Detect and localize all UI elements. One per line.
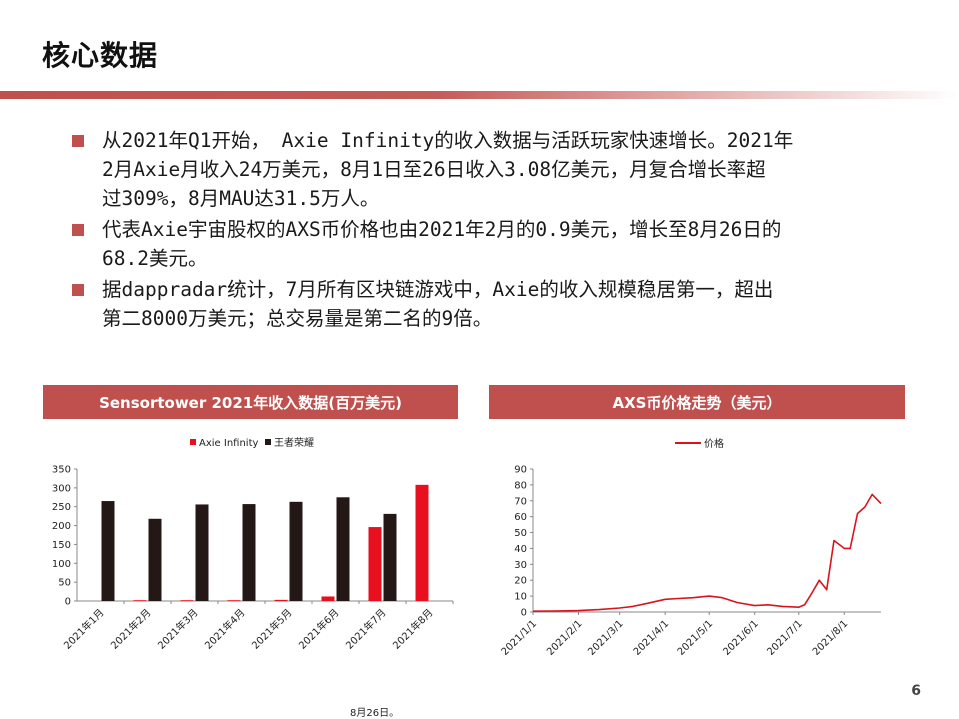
y-tick-label: 30 <box>514 560 527 571</box>
x-tick-label: 2021/4/1 <box>632 618 672 658</box>
bar-chart-header: Sensortower 2021年收入数据(百万美元) <box>43 385 458 419</box>
bullet-line: 过309%，8月MAU达31.5万人。 <box>102 187 380 210</box>
bullet-line: 据dappradar统计，7月所有区块链游戏中，Axie的收入规模稳居第一，超出 <box>102 278 774 301</box>
bullet-line: 从2021年Q1开始， Axie Infinity的收入数据与活跃玩家快速增长。… <box>102 129 794 152</box>
y-tick-label: 40 <box>514 544 527 555</box>
legend-label: Axie Infinity <box>199 438 258 449</box>
x-tick-label: 2021年8月 <box>390 606 436 652</box>
bullet-marker <box>72 224 84 236</box>
bar-chart: Axie Infinity 王者荣耀 0 50 100 150 200 250 300 350 20… <box>52 437 454 652</box>
bar-axie <box>133 600 147 601</box>
x-tick-label: 2021年4月 <box>202 606 248 652</box>
y-tick-label: 80 <box>514 480 527 491</box>
bullet-item: 从2021年Q1开始， Axie Infinity的收入数据与活跃玩家快速增长。… <box>72 126 902 213</box>
x-tick-label: 2021/6/1 <box>721 618 761 658</box>
y-tick-label: 20 <box>514 576 527 587</box>
chart-legend: Axie Infinity 王者荣耀 <box>190 437 314 449</box>
page-title: 核心数据 <box>42 39 159 72</box>
x-tick-label: 2021年2月 <box>108 606 154 652</box>
y-tick-label: 300 <box>52 483 71 494</box>
y-tick-label: 90 <box>514 465 527 476</box>
y-tick-label: 250 <box>52 502 71 513</box>
bullet-line: 68.2美元。 <box>102 247 208 270</box>
page-number: 6 <box>911 683 921 699</box>
bar-axie <box>227 600 241 601</box>
x-tick-label: 2021年5月 <box>249 606 295 652</box>
x-tick-label: 2021/7/1 <box>765 618 805 658</box>
bullet-marker <box>72 135 84 147</box>
bar-axie <box>274 599 288 601</box>
bar-wangzhe <box>289 501 303 601</box>
y-tick-label: 50 <box>58 578 71 589</box>
bar-axie <box>368 527 382 601</box>
bullet-marker <box>72 284 84 296</box>
bullet-line: 代表Axie宇宙股权的AXS币价格也由2021年2月的0.9美元，增长至8月26… <box>102 218 782 241</box>
y-tick-label: 0 <box>65 597 71 608</box>
x-tick-label: 2021年1月 <box>61 606 107 652</box>
bar-wangzhe <box>336 497 350 601</box>
x-tick-label: 2021/8/1 <box>811 618 851 658</box>
x-tick-label: 2021/3/1 <box>586 618 626 658</box>
bullet-line: 第二8000万美元；总交易量是第二名的9倍。 <box>102 307 493 330</box>
bar-wangzhe <box>195 504 209 601</box>
legend-label: 价格 <box>704 437 724 450</box>
bullet-item: 代表Axie宇宙股权的AXS币价格也由2021年2月的0.9美元，增长至8月26… <box>72 215 902 273</box>
y-tick-label: 0 <box>521 608 527 619</box>
bar-axie <box>415 484 429 601</box>
y-tick-label: 350 <box>52 465 71 476</box>
y-tick-label: 50 <box>514 528 527 539</box>
x-tick-label: 2021/2/1 <box>545 618 585 658</box>
bar-axie <box>180 600 194 601</box>
bar-wangzhe <box>242 504 256 601</box>
chart-legend: 价格 <box>675 437 724 450</box>
y-tick-label: 150 <box>52 540 71 551</box>
bar-wangzhe <box>101 501 115 601</box>
legend-swatch <box>265 439 271 445</box>
title-divider <box>0 91 959 99</box>
bar-wangzhe <box>148 518 162 601</box>
bar-wangzhe <box>383 513 397 601</box>
x-tick-label: 2021年7月 <box>343 606 389 652</box>
y-tick-label: 10 <box>514 592 527 603</box>
y-tick-label: 200 <box>52 521 71 532</box>
bullet-line: 2月Axie月收入24万美元，8月1日至26日收入3.08亿美元，月复合增长率超 <box>102 158 766 181</box>
bullet-list: 从2021年Q1开始， Axie Infinity的收入数据与活跃玩家快速增长。… <box>72 126 902 335</box>
x-tick-label: 2021年3月 <box>155 606 201 652</box>
x-tick-label: 2021/1/1 <box>500 618 540 658</box>
x-tick-label: 2021/5/1 <box>676 618 716 658</box>
y-tick-label: 60 <box>514 512 527 523</box>
footnote: 8月26日。 <box>350 708 400 719</box>
line-chart-header: AXS币价格走势（美元） <box>489 385 905 419</box>
price-line <box>532 493 882 612</box>
y-tick-label: 70 <box>514 496 527 507</box>
y-tick-label: 100 <box>52 559 71 570</box>
bar-axie <box>321 596 335 601</box>
bullet-item: 据dappradar统计，7月所有区块链游戏中，Axie的收入规模稳居第一，超出… <box>72 275 902 333</box>
x-tick-label: 2021年6月 <box>296 606 342 652</box>
legend-label: 王者荣耀 <box>274 437 314 449</box>
legend-swatch <box>190 439 196 445</box>
